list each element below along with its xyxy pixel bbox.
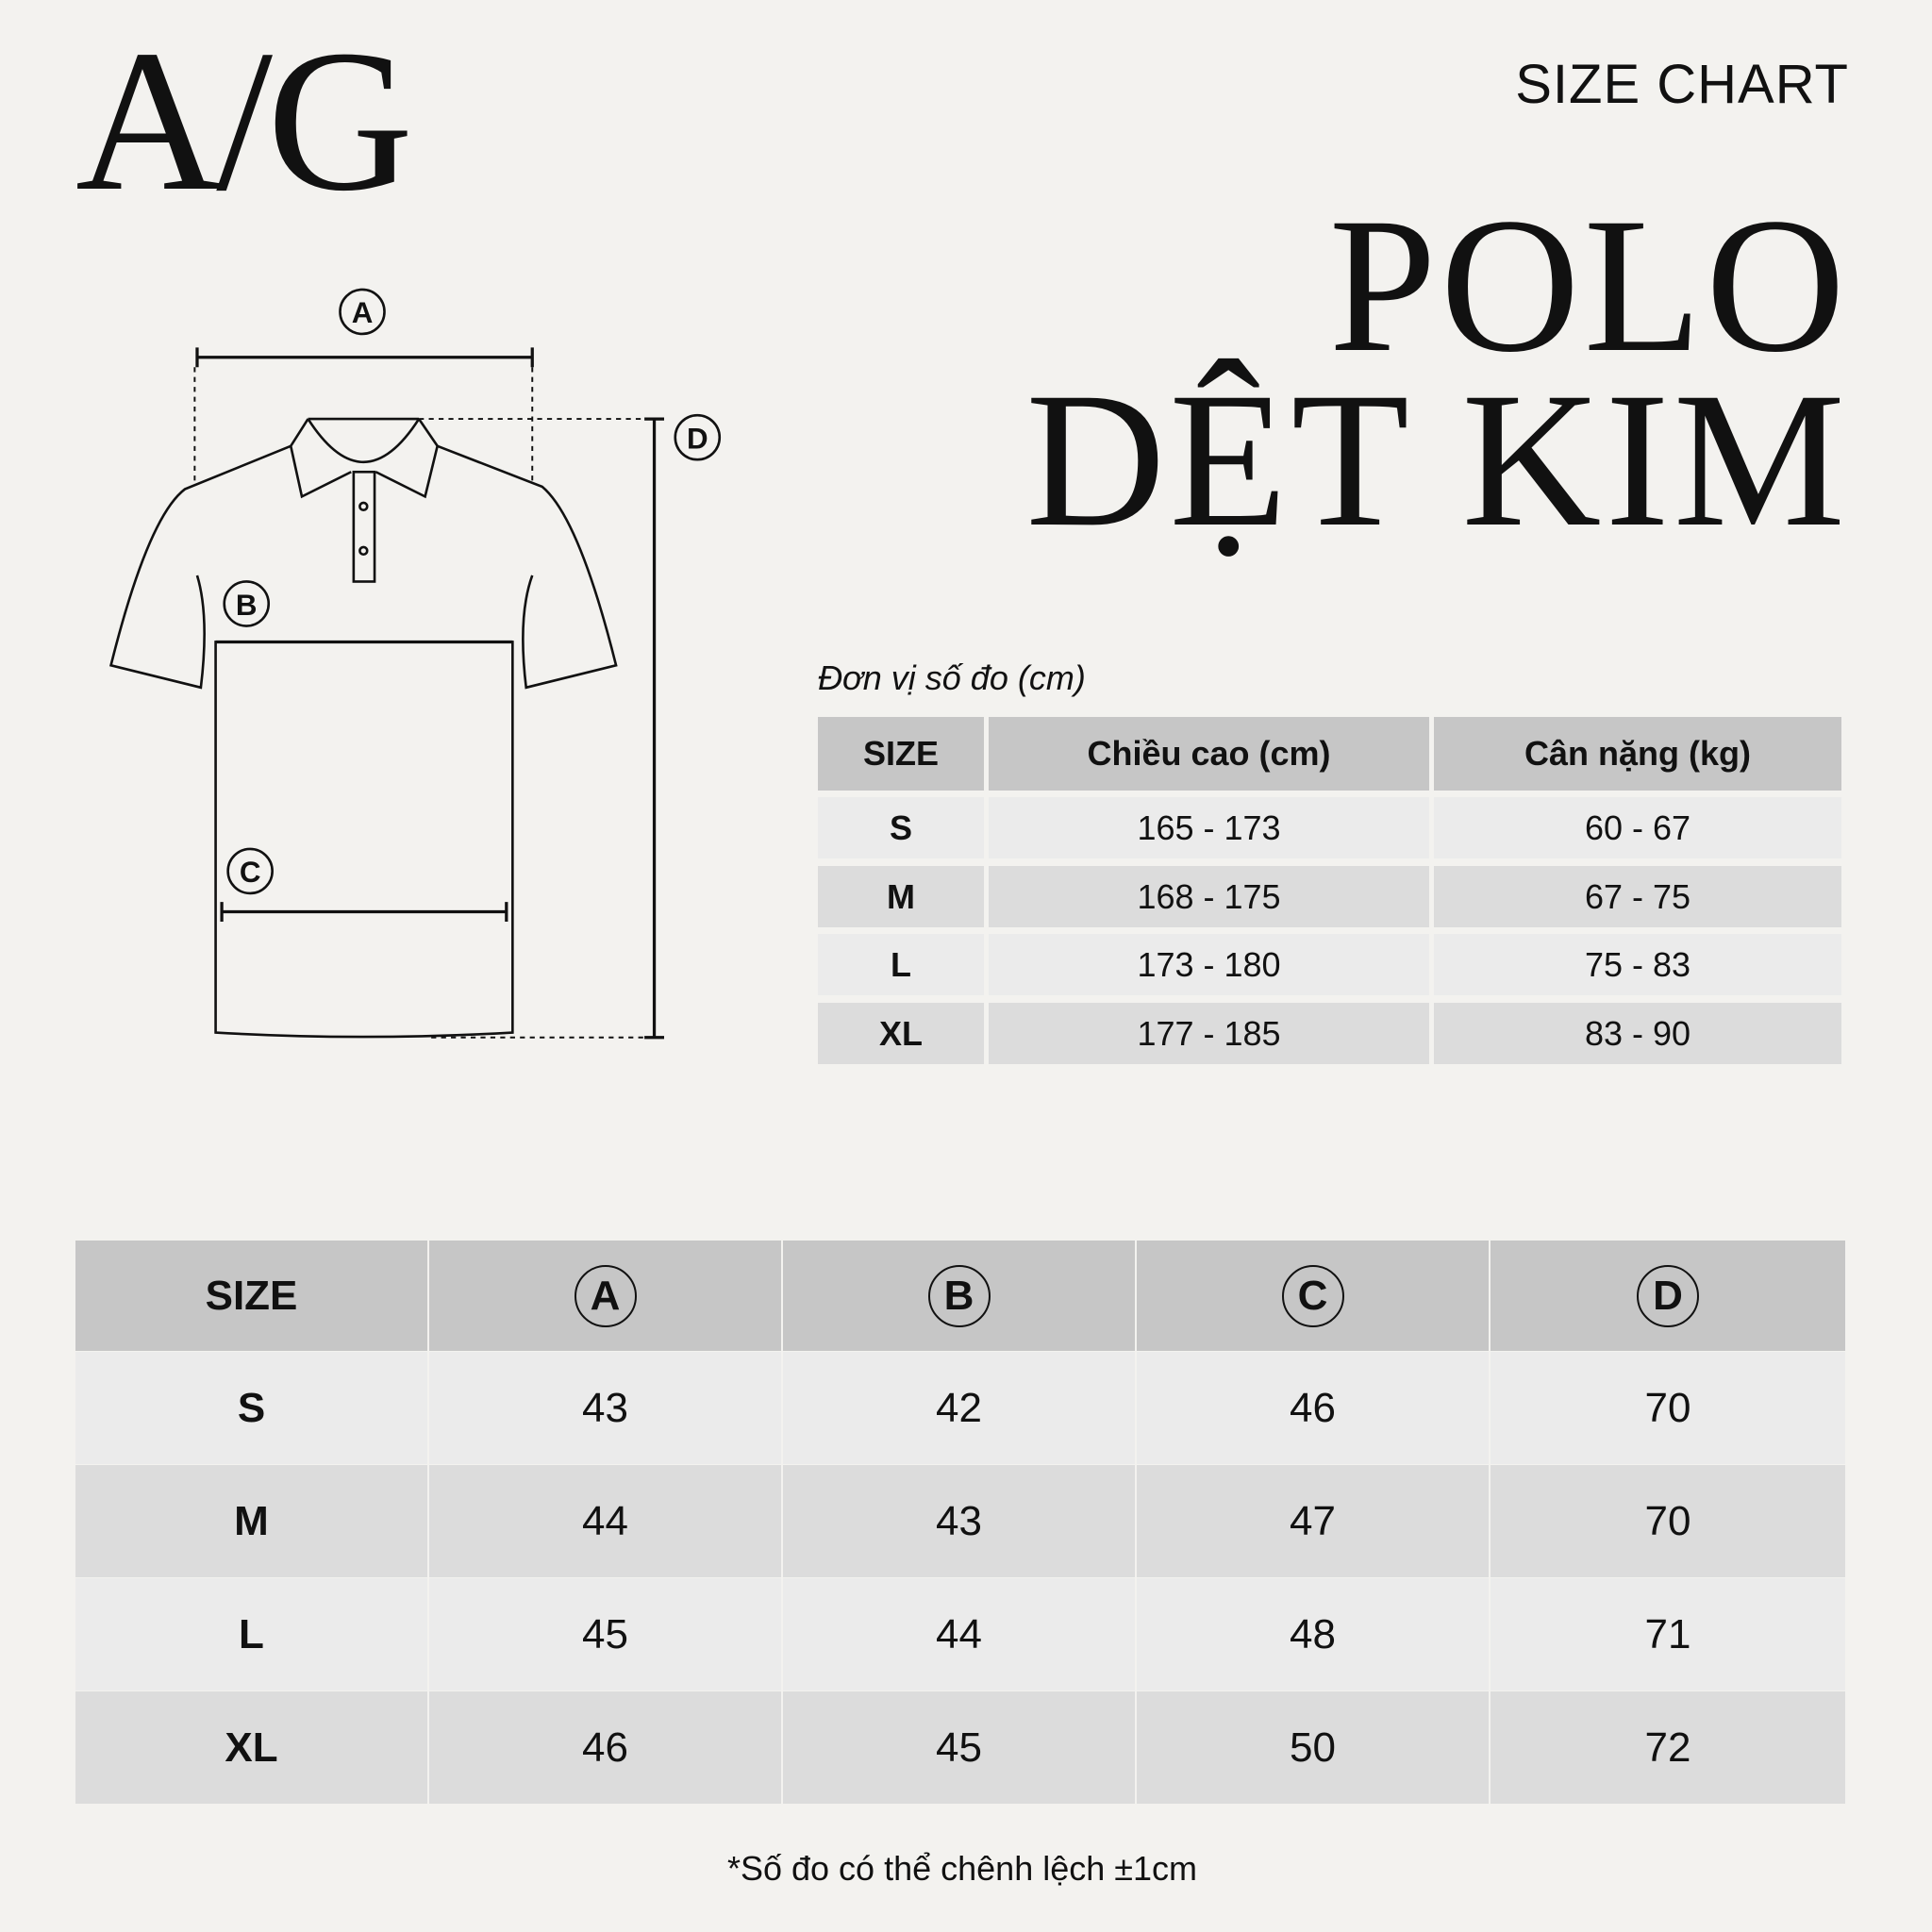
- svg-text:C: C: [240, 856, 261, 889]
- header-cell: Chiều cao (cm): [989, 717, 1429, 791]
- marker-a-badge: A: [574, 1264, 637, 1327]
- header-cell: Cân nặng (kg): [1434, 717, 1841, 791]
- size-cell: M: [75, 1465, 427, 1577]
- value-cell: 165 - 173: [989, 797, 1429, 858]
- unit-label: Đơn vị số đo (cm): [818, 658, 1086, 697]
- value-cell: 75 - 83: [1434, 934, 1841, 995]
- marker-d-badge: D: [1637, 1264, 1699, 1327]
- footnote: *Số đo có thể chênh lệch ±1cm: [726, 1849, 1198, 1888]
- header-cell: B: [783, 1241, 1135, 1351]
- header-label: SIZE: [205, 1272, 298, 1319]
- marker-d: D: [674, 413, 722, 461]
- svg-text:D: D: [687, 422, 708, 455]
- value-cell: 72: [1491, 1691, 1845, 1804]
- header-cell: D: [1491, 1241, 1845, 1351]
- svg-text:B: B: [236, 589, 258, 622]
- value-cell: 46: [429, 1691, 781, 1804]
- marker-b-badge: B: [927, 1264, 991, 1327]
- value-cell: 67 - 75: [1434, 866, 1841, 927]
- size-cell: M: [818, 866, 984, 927]
- shirt-outline: [108, 417, 618, 1039]
- marker-a: A: [339, 288, 386, 336]
- size-chart-label: SIZE CHART: [1515, 54, 1849, 115]
- value-cell: 45: [429, 1578, 781, 1690]
- value-cell: 42: [783, 1352, 1135, 1464]
- size-cell: XL: [75, 1691, 427, 1804]
- value-cell: 83 - 90: [1434, 1003, 1841, 1064]
- value-cell: 46: [1137, 1352, 1489, 1464]
- value-cell: 173 - 180: [989, 934, 1429, 995]
- value-cell: 60 - 67: [1434, 797, 1841, 858]
- value-cell: 48: [1137, 1578, 1489, 1690]
- value-cell: 47: [1137, 1465, 1489, 1577]
- value-cell: 44: [429, 1465, 781, 1577]
- size-cell: L: [75, 1578, 427, 1690]
- value-cell: 70: [1491, 1465, 1845, 1577]
- value-cell: 70: [1491, 1352, 1845, 1464]
- brand-logo: A/G: [75, 8, 413, 233]
- marker-c-badge: C: [1281, 1264, 1344, 1327]
- marker-c: C: [226, 847, 274, 895]
- size-cell: S: [818, 797, 984, 858]
- value-cell: 177 - 185: [989, 1003, 1429, 1064]
- header-cell: A: [429, 1241, 781, 1351]
- product-title-line1: POLO: [1328, 178, 1849, 392]
- size-cell: L: [818, 934, 984, 995]
- product-title-line2: DỆT KIM: [1025, 353, 1849, 567]
- value-cell: 50: [1137, 1691, 1489, 1804]
- value-cell: 71: [1491, 1578, 1845, 1690]
- header-cell: SIZE: [75, 1241, 427, 1351]
- marker-b: B: [223, 580, 271, 627]
- value-cell: 43: [429, 1352, 781, 1464]
- measure-lines: [193, 347, 664, 1040]
- header-cell: C: [1137, 1241, 1489, 1351]
- value-cell: 45: [783, 1691, 1135, 1804]
- svg-text:A: A: [352, 296, 374, 329]
- value-cell: 168 - 175: [989, 866, 1429, 927]
- value-cell: 44: [783, 1578, 1135, 1690]
- size-cell: XL: [818, 1003, 984, 1064]
- value-cell: 43: [783, 1465, 1135, 1577]
- header-cell: SIZE: [818, 717, 984, 791]
- size-cell: S: [75, 1352, 427, 1464]
